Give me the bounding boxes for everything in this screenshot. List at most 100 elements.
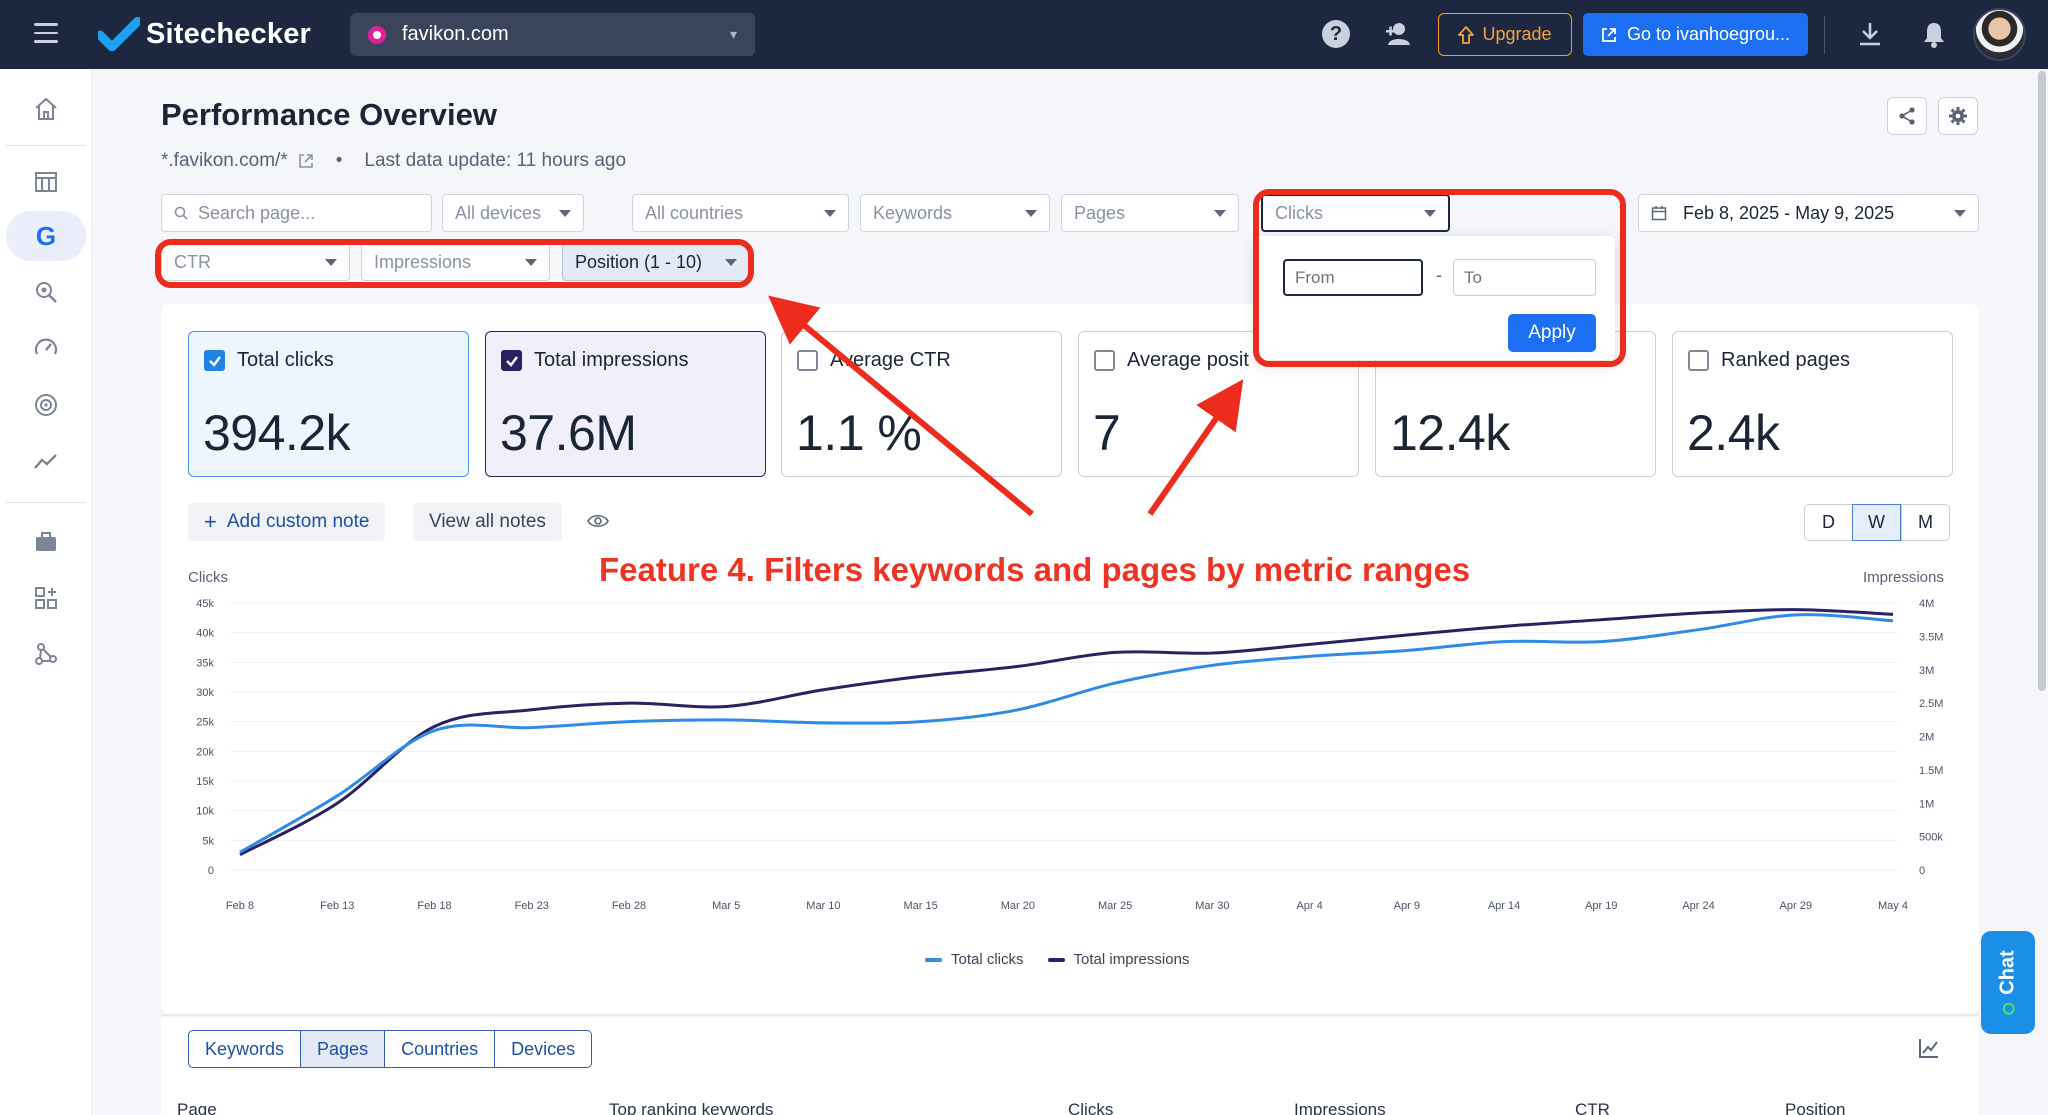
upgrade-button[interactable]: Upgrade [1438, 13, 1572, 56]
metric-value: 394.2k [203, 405, 351, 461]
column-header-clicks[interactable]: Clicks [1068, 1100, 1114, 1115]
table-section [161, 1017, 1979, 1115]
left-axis-title: Clicks [188, 569, 228, 586]
checkbox-checked-icon[interactable] [501, 350, 522, 371]
feature-annotation: Feature 4. Filters keywords and pages by… [599, 551, 1471, 588]
devices-label: All devices [455, 202, 542, 223]
logo[interactable]: Sitechecker [98, 14, 311, 54]
chart-toggle-icon[interactable] [1917, 1036, 1941, 1065]
notifications-bell-icon[interactable] [1918, 18, 1950, 50]
metric-card-total-clicks[interactable]: Total clicks 394.2k [188, 331, 469, 477]
calendar-icon [1651, 206, 1667, 221]
apply-button[interactable]: Apply [1508, 314, 1596, 352]
metric-value: 7 [1093, 405, 1121, 461]
briefcase-icon[interactable] [6, 517, 86, 567]
checkbox-icon[interactable] [1094, 350, 1115, 371]
column-header-position[interactable]: Position [1785, 1100, 1846, 1115]
countries-dropdown[interactable]: All countries [632, 194, 849, 232]
tab-pages[interactable]: Pages [301, 1031, 386, 1067]
metric-card-ranked-pages[interactable]: Ranked pages 2.4k [1672, 331, 1953, 477]
add-custom-note-button[interactable]: + Add custom note [188, 503, 386, 541]
caret-down-icon [1954, 209, 1966, 217]
checkbox-icon[interactable] [797, 350, 818, 371]
granularity-week-button[interactable]: W [1852, 504, 1901, 541]
domain-link[interactable]: *.favikon.com/* [161, 150, 288, 171]
range-to-input[interactable] [1453, 259, 1596, 296]
granularity-day-button[interactable]: D [1804, 504, 1853, 541]
date-range-picker[interactable]: Feb 8, 2025 - May 9, 2025 [1638, 194, 1979, 232]
impressions-range-dropdown[interactable]: Impressions [361, 243, 550, 281]
add-user-icon[interactable] [1384, 18, 1416, 50]
target-icon[interactable] [6, 380, 86, 430]
page-scrollbar[interactable] [2038, 71, 2046, 691]
project-favicon-icon [368, 25, 386, 44]
tab-devices[interactable]: Devices [511, 1038, 576, 1059]
settings-button[interactable] [1938, 97, 1978, 135]
metric-value: 12.4k [1390, 405, 1510, 461]
chart-legend: Total clicks Total impressions [925, 951, 1189, 968]
avatar[interactable] [1973, 8, 2026, 61]
keywords-dropdown[interactable]: Keywords [860, 194, 1050, 232]
pages-label: Pages [1074, 202, 1126, 223]
column-header-impressions[interactable]: Impressions [1294, 1100, 1386, 1115]
external-link-icon[interactable] [298, 153, 314, 169]
metric-card-total-impressions[interactable]: Total impressions 37.6M [485, 331, 766, 477]
share-icon [1899, 107, 1915, 125]
google-icon[interactable]: G [6, 211, 86, 261]
keyword-search-icon[interactable] [6, 267, 86, 317]
granularity-month-button[interactable]: M [1901, 504, 1950, 541]
keywords-label: Keywords [873, 202, 953, 223]
view-all-notes-button[interactable]: View all notes [413, 503, 562, 541]
clicks-range-dropdown[interactable]: Clicks [1261, 194, 1450, 232]
column-header-page[interactable]: Page [177, 1100, 217, 1115]
dashboard-icon[interactable] [6, 157, 86, 207]
legend-item-total-impressions[interactable]: Total impressions [1047, 951, 1189, 968]
help-icon[interactable]: ? [1320, 18, 1352, 50]
trend-icon[interactable] [6, 436, 86, 486]
devices-dropdown[interactable]: All devices [442, 194, 584, 232]
checkmark-logo-icon [98, 17, 140, 51]
gear-icon [1949, 107, 1967, 125]
clicks-label: Clicks [1275, 202, 1323, 223]
caret-down-icon [325, 258, 337, 266]
project-selector[interactable]: favikon.com ▾ [350, 13, 755, 56]
caret-down-icon [1025, 209, 1037, 217]
range-from-input[interactable] [1283, 259, 1423, 296]
column-header-top-keywords[interactable]: Top ranking keywords [609, 1100, 774, 1115]
metric-card-average-ctr[interactable]: Average CTR 1.1 % [781, 331, 1062, 477]
download-icon[interactable] [1854, 18, 1886, 50]
network-icon[interactable] [6, 629, 86, 679]
tab-keywords[interactable]: Keywords [189, 1031, 302, 1067]
top-bar: Sitechecker favikon.com ▾ ? Upgrade Go t… [0, 0, 2048, 69]
metric-label: Total impressions [534, 349, 689, 371]
metric-value: 2.4k [1687, 405, 1780, 461]
pages-dropdown[interactable]: Pages [1061, 194, 1239, 232]
search-placeholder: Search page... [198, 202, 316, 223]
caret-down-icon [725, 258, 737, 266]
checkbox-checked-icon[interactable] [204, 350, 225, 371]
checkbox-icon[interactable] [1688, 350, 1709, 371]
apps-add-icon[interactable] [6, 573, 86, 623]
sidebar-divider [6, 502, 86, 503]
share-button[interactable] [1887, 97, 1927, 135]
legend-item-total-clicks[interactable]: Total clicks [925, 951, 1024, 968]
page-subline: *.favikon.com/* • Last data update: 11 h… [161, 150, 626, 172]
chat-label: Chat [1996, 950, 2019, 995]
search-page-input[interactable]: Search page... [161, 194, 432, 232]
last-update-text: Last data update: 11 hours ago [364, 150, 627, 171]
impressions-label: Impressions [374, 251, 472, 272]
home-icon[interactable] [6, 84, 86, 134]
speed-gauge-icon[interactable] [6, 323, 86, 373]
ctr-range-dropdown[interactable]: CTR [161, 243, 350, 281]
range-separator: - [1436, 265, 1442, 285]
bullet-separator: • [335, 150, 343, 171]
eye-icon[interactable] [587, 512, 609, 535]
menu-icon[interactable] [34, 23, 58, 43]
column-header-ctr[interactable]: CTR [1575, 1100, 1610, 1115]
sidebar-divider [6, 145, 86, 146]
position-range-dropdown[interactable]: Position (1 - 10) [562, 243, 750, 281]
tab-countries[interactable]: Countries [385, 1031, 496, 1067]
go-to-site-button[interactable]: Go to ivanhoegrou... [1583, 13, 1808, 56]
date-range-label: Feb 8, 2025 - May 9, 2025 [1683, 202, 1895, 223]
chat-button[interactable]: Chat [1981, 931, 2035, 1034]
